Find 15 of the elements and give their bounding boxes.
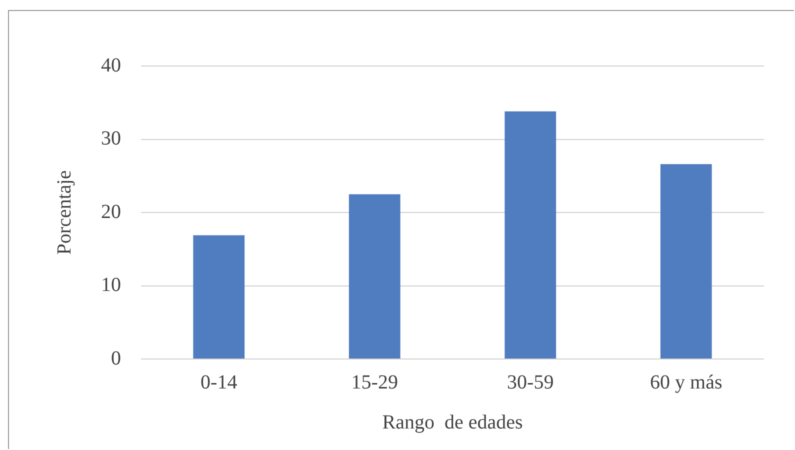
y-tick-label: 30 [101,128,121,150]
x-tick-label: 15-29 [351,371,398,394]
y-tick-label: 20 [101,200,121,223]
y-tick-label: 0 [111,347,121,370]
bar [504,111,556,358]
x-tick-label: 60 y más [650,371,722,394]
y-axis-title: Porcentaje [53,170,76,255]
bar [348,194,400,358]
bar [660,164,712,358]
x-axis-title: Rango de edades [382,411,523,434]
x-tick-label: 30-59 [507,371,554,394]
y-tick-label: 10 [101,274,121,296]
bar [193,235,245,358]
x-tick-label: 0-14 [200,371,238,394]
y-tick-label: 40 [101,54,121,76]
